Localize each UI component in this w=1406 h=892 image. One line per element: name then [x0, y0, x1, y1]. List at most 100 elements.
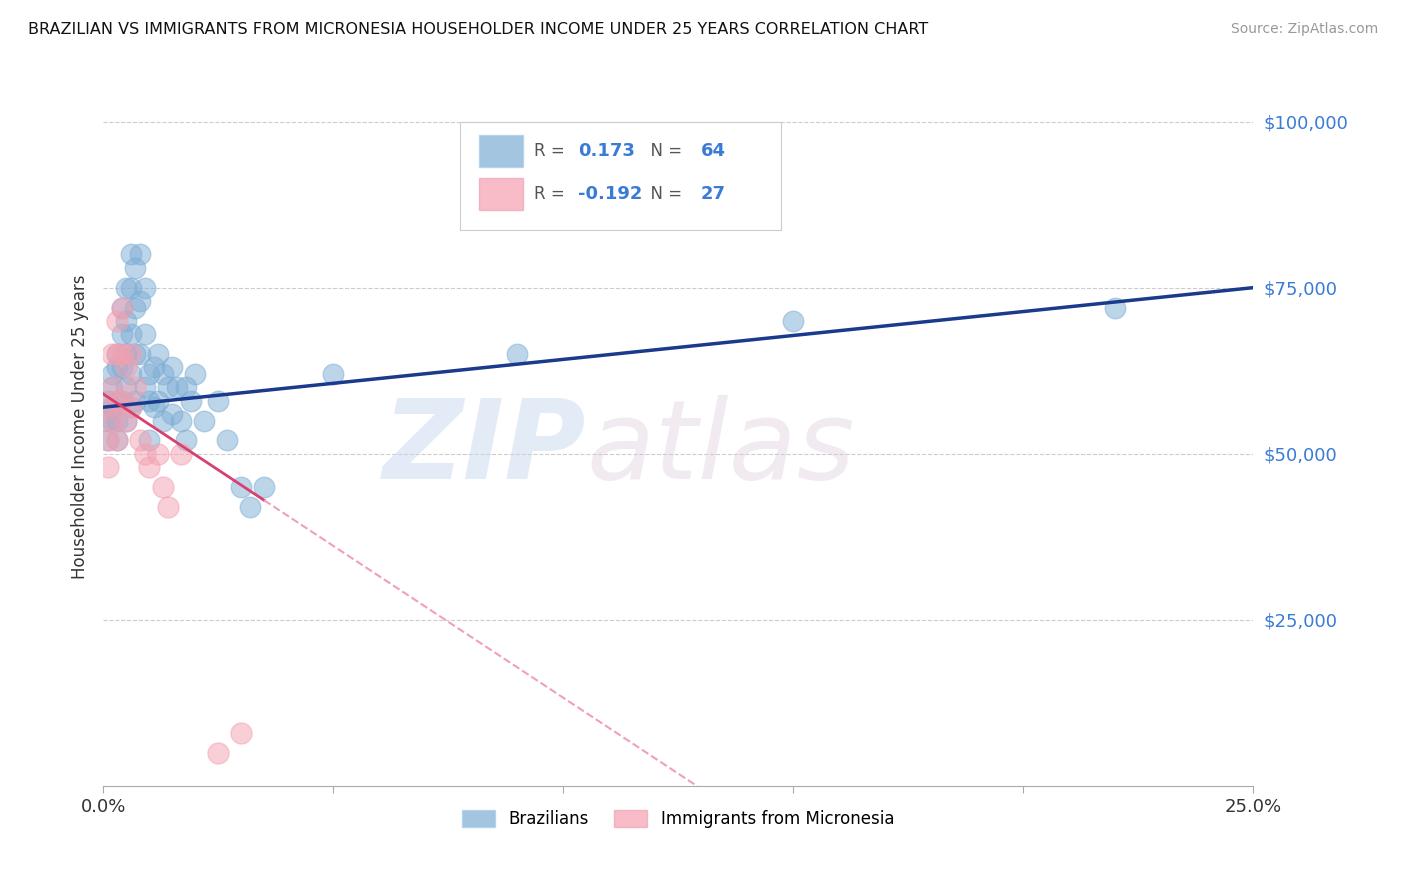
Point — [101, 413, 124, 427]
Point — [142, 401, 165, 415]
Point — [120, 401, 142, 415]
Point — [506, 347, 529, 361]
Text: ZIP: ZIP — [382, 395, 586, 502]
Point — [134, 281, 156, 295]
Point — [115, 380, 138, 394]
Point — [160, 407, 183, 421]
Point — [97, 460, 120, 475]
Point — [120, 367, 142, 381]
Point — [124, 347, 146, 361]
Text: N =: N = — [640, 142, 688, 160]
Point — [148, 447, 170, 461]
Point — [124, 380, 146, 394]
Legend: Brazilians, Immigrants from Micronesia: Brazilians, Immigrants from Micronesia — [456, 804, 901, 835]
Point — [101, 380, 124, 394]
Point — [193, 413, 215, 427]
Point — [124, 260, 146, 275]
Point — [105, 347, 128, 361]
Point — [134, 447, 156, 461]
Text: atlas: atlas — [586, 395, 855, 502]
Point — [134, 380, 156, 394]
Point — [170, 447, 193, 461]
Point — [120, 347, 142, 361]
Point — [148, 347, 170, 361]
Point — [138, 434, 160, 448]
Point — [97, 434, 120, 448]
Point — [120, 327, 142, 342]
Point — [152, 480, 174, 494]
Point — [124, 393, 146, 408]
Point — [105, 434, 128, 448]
Point — [174, 380, 197, 394]
Point — [142, 360, 165, 375]
Point — [129, 434, 152, 448]
Point — [101, 413, 124, 427]
Point — [101, 401, 124, 415]
Point — [156, 500, 179, 514]
Point — [156, 380, 179, 394]
Point — [105, 360, 128, 375]
Point — [110, 360, 132, 375]
Point — [97, 413, 120, 427]
FancyBboxPatch shape — [479, 178, 523, 211]
Point — [97, 393, 120, 408]
Point — [239, 500, 262, 514]
Y-axis label: Householder Income Under 25 years: Householder Income Under 25 years — [72, 275, 89, 580]
Point — [110, 393, 132, 408]
Point — [120, 281, 142, 295]
Point — [129, 247, 152, 261]
Point — [322, 367, 344, 381]
Point — [101, 347, 124, 361]
Text: BRAZILIAN VS IMMIGRANTS FROM MICRONESIA HOUSEHOLDER INCOME UNDER 25 YEARS CORREL: BRAZILIAN VS IMMIGRANTS FROM MICRONESIA … — [28, 22, 928, 37]
Point — [138, 367, 160, 381]
Point — [207, 393, 229, 408]
Point — [129, 347, 152, 361]
Point — [170, 413, 193, 427]
FancyBboxPatch shape — [460, 122, 782, 230]
Point — [152, 413, 174, 427]
Point — [148, 393, 170, 408]
Point — [110, 301, 132, 315]
Point — [134, 327, 156, 342]
Text: -0.192: -0.192 — [578, 185, 643, 203]
Point — [115, 347, 138, 361]
Point — [115, 281, 138, 295]
Point — [105, 434, 128, 448]
Point — [101, 380, 124, 394]
FancyBboxPatch shape — [479, 135, 523, 167]
Point — [105, 314, 128, 328]
Point — [229, 725, 252, 739]
Point — [152, 367, 174, 381]
Point — [160, 360, 183, 375]
Text: Source: ZipAtlas.com: Source: ZipAtlas.com — [1230, 22, 1378, 37]
Text: 0.173: 0.173 — [578, 142, 636, 160]
Point — [124, 301, 146, 315]
Text: R =: R = — [534, 142, 571, 160]
Point — [120, 247, 142, 261]
Text: 64: 64 — [702, 142, 725, 160]
Text: 27: 27 — [702, 185, 725, 203]
Point — [110, 301, 132, 315]
Point — [138, 393, 160, 408]
Point — [110, 393, 132, 408]
Point — [184, 367, 207, 381]
Point — [115, 314, 138, 328]
Point — [105, 393, 128, 408]
Point — [110, 327, 132, 342]
Point — [138, 460, 160, 475]
Point — [115, 413, 138, 427]
Point — [166, 380, 188, 394]
Point — [217, 434, 239, 448]
Point — [1104, 301, 1126, 315]
Point — [115, 360, 138, 375]
Point — [782, 314, 804, 328]
Point — [207, 746, 229, 760]
Point — [179, 393, 201, 408]
Text: R =: R = — [534, 185, 571, 203]
Point — [105, 347, 128, 361]
Point — [110, 347, 132, 361]
Point — [105, 393, 128, 408]
Point — [229, 480, 252, 494]
Point — [115, 413, 138, 427]
Point — [101, 367, 124, 381]
